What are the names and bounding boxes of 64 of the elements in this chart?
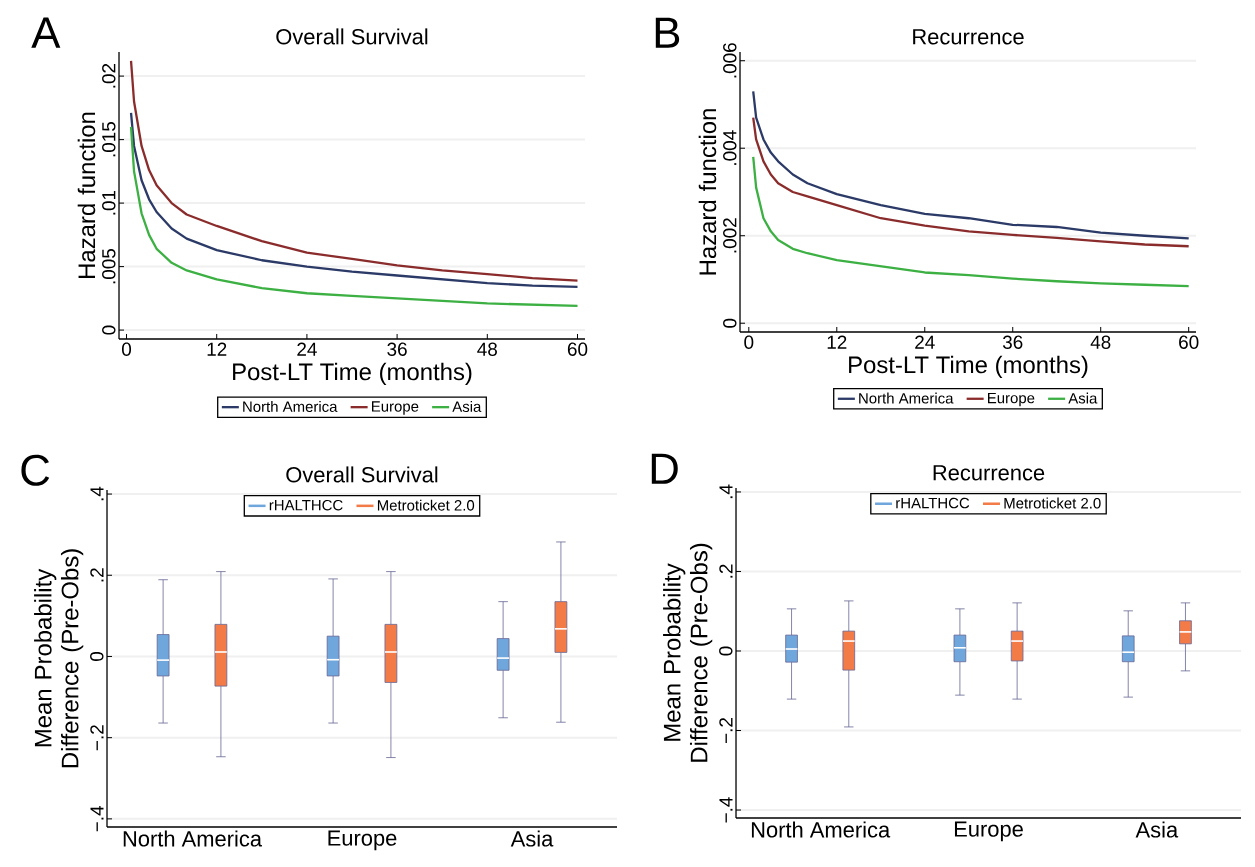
x-tick-label: North America xyxy=(751,821,891,838)
legend-label: North America xyxy=(243,401,338,412)
y-axis-title: Mean Probability Difference (Pre-Obs) xyxy=(663,543,713,762)
y-tick-label: 0 xyxy=(102,325,116,335)
y-tick-label: .4 xyxy=(719,484,733,499)
y-tick-label: .002 xyxy=(723,218,737,253)
y-tick-label: .2 xyxy=(719,564,733,578)
x-axis-title: Post-LT Time (months) xyxy=(233,362,472,386)
x-tick-label: 36 xyxy=(1002,335,1023,349)
legend-label: Asia xyxy=(1068,392,1098,404)
legend-label: rHALTHCC xyxy=(269,499,343,511)
x-tick-label: 0 xyxy=(744,335,754,349)
y-tick-label: 0 xyxy=(719,646,733,656)
legend-label: rHALTHCC xyxy=(896,497,970,509)
legend-label: Metroticket 2.0 xyxy=(377,499,475,511)
y-tick-label: .006 xyxy=(723,43,737,78)
y-tick-label: .015 xyxy=(102,121,116,157)
x-tick-label: 60 xyxy=(1179,335,1199,349)
legend-label: Metroticket 2.0 xyxy=(1004,497,1101,509)
legend-label: Europe xyxy=(372,401,419,415)
y-tick-label: .2 xyxy=(90,568,104,582)
line-series xyxy=(752,116,1190,248)
y-axis-title: Hazard function xyxy=(698,109,717,275)
x-tick-label: 48 xyxy=(477,342,497,356)
line-series xyxy=(129,59,579,282)
legend-label: North America xyxy=(859,392,954,404)
chart-title: Overall Survival xyxy=(276,28,428,45)
x-tick-label: Europe xyxy=(328,830,397,851)
chart-title: Recurrence xyxy=(913,29,1024,45)
y-tick-label: .4 xyxy=(90,486,104,501)
x-tick-label: 60 xyxy=(567,342,588,356)
legend-label: Europe xyxy=(988,392,1035,407)
line-series xyxy=(752,90,1190,240)
chart-title: Overall Survival xyxy=(286,466,438,483)
y-tick-label: .01 xyxy=(102,190,116,215)
x-tick-label: 48 xyxy=(1090,335,1111,349)
y-tick-label: .004 xyxy=(723,130,737,165)
x-tick-label: North America xyxy=(123,830,263,847)
text: A xyxy=(31,17,61,48)
x-tick-label: 24 xyxy=(915,335,935,349)
x-tick-label: Europe xyxy=(954,821,1023,842)
y-tick-label: 0 xyxy=(90,651,104,661)
y-tick-label: .02 xyxy=(102,63,116,88)
x-tick-label: 36 xyxy=(387,342,407,356)
y-tick-label: −.4 xyxy=(719,797,733,823)
x-tick-label: 0 xyxy=(122,342,132,356)
y-tick-label: .005 xyxy=(102,248,116,284)
chart-title: Recurrence xyxy=(933,465,1045,481)
y-tick-label: −.4 xyxy=(90,806,104,832)
text: B xyxy=(655,17,680,48)
y-tick-label: 0 xyxy=(723,318,737,328)
y-tick-label: −.2 xyxy=(719,718,733,743)
x-axis-title: Post-LT Time (months) xyxy=(849,355,1088,379)
x-tick-label: Asia xyxy=(1135,821,1179,838)
x-tick-label: Asia xyxy=(510,830,554,847)
x-tick-label: 12 xyxy=(827,335,847,349)
x-tick-label: 24 xyxy=(297,342,317,356)
legend-label: Asia xyxy=(452,401,482,412)
text: C xyxy=(21,454,50,486)
text: D xyxy=(651,453,678,484)
x-tick-label: 12 xyxy=(207,342,227,356)
y-axis-title: Hazard function xyxy=(77,112,96,278)
y-axis-title: Mean Probability Difference (Pre-Obs) xyxy=(34,549,84,768)
y-tick-label: −.2 xyxy=(90,725,104,751)
